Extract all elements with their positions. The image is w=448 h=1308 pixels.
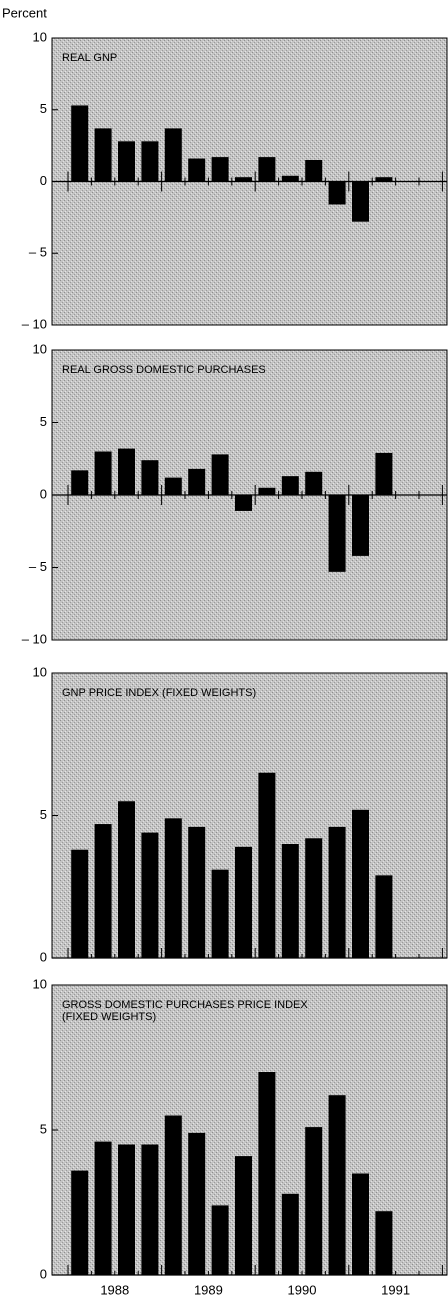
- bar: [71, 470, 89, 495]
- bar: [141, 832, 159, 958]
- bar: [141, 460, 159, 495]
- panel-title: (FIXED WEIGHTS): [62, 1011, 156, 1023]
- bar: [164, 818, 182, 958]
- y-tick-label: 0: [40, 173, 47, 188]
- bar: [118, 1144, 135, 1275]
- bar: [211, 454, 229, 495]
- bar: [375, 875, 393, 958]
- bar: [141, 141, 159, 182]
- y-tick-label: – 10: [22, 316, 47, 331]
- y-tick-label: 5: [40, 414, 47, 429]
- y-tick-label: 0: [40, 1266, 47, 1281]
- bar: [281, 844, 299, 958]
- bar: [71, 1170, 89, 1275]
- x-tick-label: 1988: [100, 1282, 129, 1297]
- panel-title: REAL GROSS DOMESTIC PURCHASES: [62, 364, 266, 376]
- bar: [94, 451, 112, 495]
- bar: [164, 477, 182, 495]
- bar: [281, 476, 299, 495]
- bar: [118, 141, 135, 182]
- bar: [328, 181, 346, 205]
- y-tick-label: 5: [40, 101, 47, 116]
- bar: [71, 105, 89, 182]
- bar: [328, 826, 346, 958]
- bar: [211, 869, 229, 958]
- bar: [258, 1072, 276, 1275]
- bar: [188, 1132, 206, 1275]
- bar: [211, 157, 229, 182]
- bar: [188, 158, 206, 182]
- bar: [118, 801, 135, 958]
- bar: [211, 1205, 229, 1275]
- bar: [235, 846, 252, 958]
- bar: [94, 128, 112, 182]
- bar: [328, 1095, 346, 1275]
- bar: [305, 1127, 323, 1275]
- bar: [305, 838, 323, 958]
- bar: [305, 471, 323, 495]
- x-tick-label: 1991: [381, 1282, 410, 1297]
- bar: [375, 1211, 393, 1275]
- bar: [281, 175, 299, 182]
- bar: [258, 772, 276, 958]
- bar: [164, 1115, 182, 1275]
- bar: [328, 495, 346, 572]
- bar: [141, 1144, 159, 1275]
- y-tick-label: 5: [40, 1121, 47, 1136]
- bar: [352, 1173, 369, 1275]
- bar: [375, 452, 393, 495]
- y-tick-label: 0: [40, 486, 47, 501]
- bar: [94, 824, 112, 958]
- bar: [188, 826, 206, 958]
- y-tick-label: 5: [40, 807, 47, 822]
- bar: [352, 181, 369, 222]
- y-tick-label: – 10: [22, 631, 47, 646]
- bar: [164, 128, 182, 182]
- panel-title: REAL GNP: [62, 52, 117, 64]
- bar: [352, 495, 369, 556]
- bar: [258, 487, 276, 495]
- bar: [71, 849, 89, 958]
- bar: [235, 1156, 252, 1275]
- y-tick-label: – 5: [29, 559, 47, 574]
- bar: [375, 177, 393, 182]
- y-tick-label: 10: [33, 29, 47, 44]
- y-tick-label: 10: [33, 976, 47, 991]
- bar: [305, 159, 323, 182]
- panel-title: GROSS DOMESTIC PURCHASES PRICE INDEX: [62, 999, 308, 1011]
- bar: [118, 448, 135, 495]
- y-tick-label: 10: [33, 341, 47, 356]
- bar: [235, 495, 252, 511]
- y-tick-label: 10: [33, 664, 47, 679]
- bar: [281, 1193, 299, 1275]
- bar: [94, 1141, 112, 1275]
- y-tick-label: 0: [40, 949, 47, 964]
- y-tick-label: – 5: [29, 245, 47, 260]
- x-tick-label: 1989: [194, 1282, 223, 1297]
- x-tick-label: 1990: [288, 1282, 317, 1297]
- y-axis-label: Percent: [2, 5, 47, 20]
- bar: [235, 177, 252, 182]
- bar: [258, 157, 276, 182]
- panel-title: GNP PRICE INDEX (FIXED WEIGHTS): [62, 687, 256, 699]
- bar: [188, 468, 206, 495]
- bar: [352, 809, 369, 958]
